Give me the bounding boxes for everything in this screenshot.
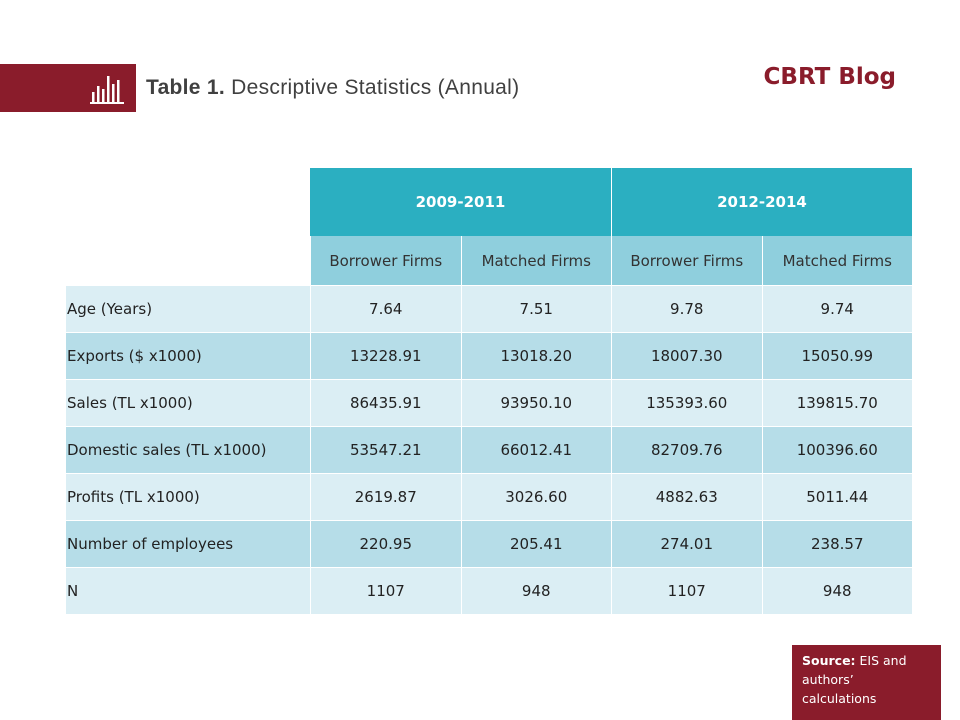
- group-header-row: Borrower Firms Matched Firms Borrower Fi…: [66, 236, 912, 285]
- row-label: Age (Years): [66, 285, 310, 332]
- table-cell: 7.64: [310, 285, 461, 332]
- table-cell: 82709.76: [611, 426, 762, 473]
- title-number: Table 1.: [146, 76, 226, 99]
- row-label: Domestic sales (TL x1000): [66, 426, 310, 473]
- table-cell: 66012.41: [460, 426, 611, 473]
- table-cell: 948: [761, 567, 912, 614]
- table-row: Age (Years) 7.64 7.51 9.78 9.74: [66, 285, 912, 332]
- table-cell: 5011.44: [761, 473, 912, 520]
- table-row: Number of employees 220.95 205.41 274.01…: [66, 520, 912, 567]
- title-text: Descriptive Statistics (Annual): [225, 76, 520, 99]
- row-label: N: [66, 567, 310, 614]
- table-cell: 139815.70: [761, 379, 912, 426]
- table-cell: 274.01: [611, 520, 762, 567]
- table-cell: 86435.91: [310, 379, 461, 426]
- table-cell: 13228.91: [310, 332, 461, 379]
- period-header: 2012-2014: [611, 168, 912, 236]
- table-cell: 3026.60: [460, 473, 611, 520]
- table-cell: 220.95: [310, 520, 461, 567]
- brand-logo: CBRT Blog: [763, 64, 896, 90]
- row-label: Profits (TL x1000): [66, 473, 310, 520]
- title-band: [0, 64, 136, 112]
- table-cell: 93950.10: [460, 379, 611, 426]
- table-row: Profits (TL x1000) 2619.87 3026.60 4882.…: [66, 473, 912, 520]
- table-cell: 15050.99: [761, 332, 912, 379]
- table-cell: 1107: [611, 567, 762, 614]
- table-cell: 135393.60: [611, 379, 762, 426]
- blank-header-cell: [66, 168, 310, 236]
- row-label: Exports ($ x1000): [66, 332, 310, 379]
- source-note: Source: EIS and authors’ calculations: [792, 645, 941, 720]
- group-header: Matched Firms: [460, 236, 611, 285]
- descriptive-statistics-table: 2009-2011 2012-2014 Borrower Firms Match…: [66, 168, 912, 614]
- source-text: EIS and authors’ calculations: [802, 653, 907, 706]
- table-cell: 4882.63: [611, 473, 762, 520]
- table-cell: 2619.87: [310, 473, 461, 520]
- table-cell: 948: [460, 567, 611, 614]
- group-header: Borrower Firms: [310, 236, 461, 285]
- table-cell: 13018.20: [460, 332, 611, 379]
- table-cell: 238.57: [761, 520, 912, 567]
- table-row: Sales (TL x1000) 86435.91 93950.10 13539…: [66, 379, 912, 426]
- table-cell: 9.78: [611, 285, 762, 332]
- table-cell: 9.74: [761, 285, 912, 332]
- table-cell: 100396.60: [761, 426, 912, 473]
- bar-chart-icon: [90, 76, 124, 104]
- table-cell: 53547.21: [310, 426, 461, 473]
- blank-header-cell: [66, 236, 310, 285]
- table-cell: 7.51: [460, 285, 611, 332]
- page-title: Table 1. Descriptive Statistics (Annual): [146, 76, 519, 100]
- table-cell: 18007.30: [611, 332, 762, 379]
- row-label: Number of employees: [66, 520, 310, 567]
- table-row: N 1107 948 1107 948: [66, 567, 912, 614]
- group-header: Matched Firms: [761, 236, 912, 285]
- table-cell: 205.41: [460, 520, 611, 567]
- period-header-row: 2009-2011 2012-2014: [66, 168, 912, 236]
- group-header: Borrower Firms: [611, 236, 762, 285]
- table-cell: 1107: [310, 567, 461, 614]
- source-label: Source:: [802, 653, 856, 668]
- period-header: 2009-2011: [310, 168, 611, 236]
- row-label: Sales (TL x1000): [66, 379, 310, 426]
- table-row: Exports ($ x1000) 13228.91 13018.20 1800…: [66, 332, 912, 379]
- table-row: Domestic sales (TL x1000) 53547.21 66012…: [66, 426, 912, 473]
